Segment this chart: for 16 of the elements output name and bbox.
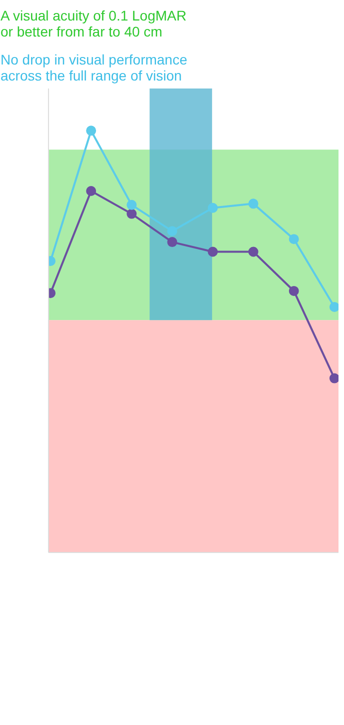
point bbox=[248, 198, 258, 209]
point bbox=[288, 286, 299, 296]
point bbox=[248, 246, 258, 257]
point bbox=[167, 237, 178, 248]
chart-subtitle: No drop in visual performance across the full range of vision bbox=[0, 52, 188, 84]
point bbox=[329, 373, 338, 384]
point bbox=[208, 202, 218, 213]
point bbox=[86, 186, 96, 196]
point bbox=[208, 246, 218, 257]
point bbox=[126, 208, 137, 219]
point bbox=[86, 126, 96, 136]
point bbox=[126, 200, 137, 210]
point bbox=[329, 302, 338, 312]
chart-title: A visual acuity of 0.1 LogMAR or better from far to 40 cm bbox=[0, 8, 186, 40]
point bbox=[288, 234, 299, 244]
point bbox=[167, 226, 178, 236]
